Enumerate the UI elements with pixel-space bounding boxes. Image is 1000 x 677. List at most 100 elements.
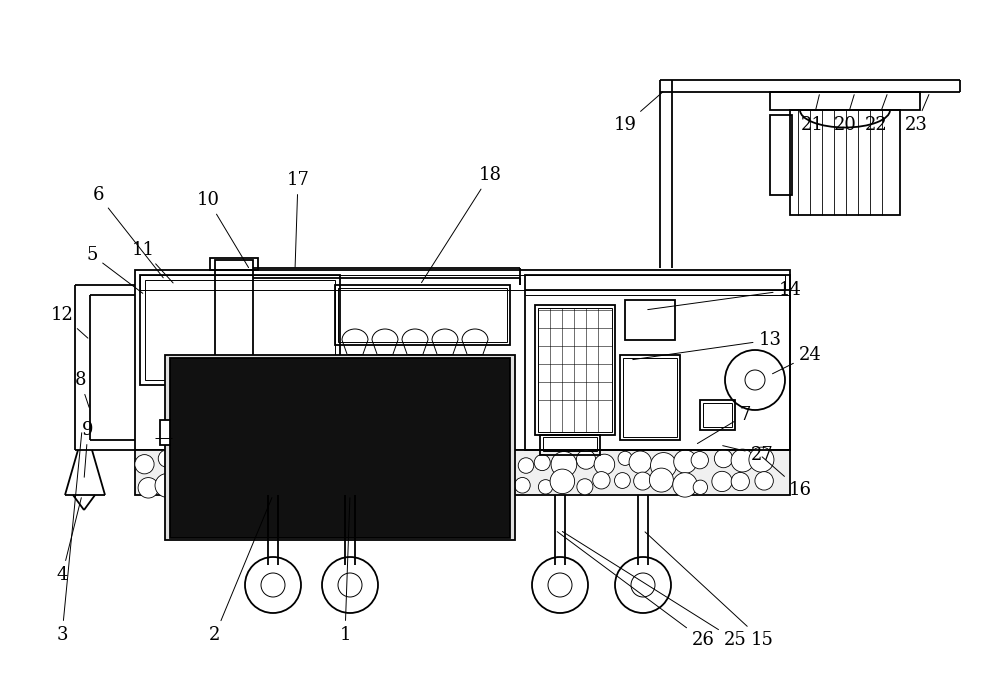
Bar [145, 280, 335, 380]
Circle shape [674, 450, 697, 473]
Circle shape [393, 472, 416, 496]
Bar [135, 270, 790, 450]
Bar [625, 300, 675, 340]
Circle shape [179, 472, 199, 492]
Bar [540, 435, 600, 455]
Circle shape [318, 450, 333, 466]
Text: 11: 11 [132, 241, 173, 283]
Text: 10: 10 [196, 191, 249, 267]
Circle shape [651, 452, 676, 479]
Circle shape [615, 557, 671, 613]
Circle shape [755, 472, 773, 490]
Circle shape [199, 447, 220, 468]
Bar [335, 285, 510, 345]
Text: 5: 5 [86, 246, 143, 293]
Bar [215, 260, 253, 375]
Circle shape [338, 573, 362, 597]
Circle shape [749, 447, 774, 472]
Circle shape [376, 472, 394, 490]
Circle shape [245, 557, 301, 613]
Circle shape [673, 473, 697, 497]
Text: 22: 22 [865, 95, 887, 134]
Circle shape [135, 455, 154, 474]
Circle shape [518, 458, 534, 473]
Circle shape [155, 474, 179, 497]
Text: 27: 27 [723, 445, 773, 464]
Circle shape [693, 480, 708, 494]
Circle shape [577, 479, 593, 495]
Circle shape [275, 471, 300, 496]
Circle shape [415, 476, 438, 498]
Circle shape [712, 471, 732, 492]
Bar [140, 275, 785, 290]
Circle shape [256, 475, 274, 493]
Circle shape [316, 473, 338, 496]
Circle shape [261, 573, 285, 597]
Circle shape [629, 451, 651, 473]
Circle shape [576, 450, 596, 469]
Circle shape [373, 450, 395, 473]
Text: 21: 21 [801, 95, 823, 134]
Bar [535, 305, 615, 435]
Text: 19: 19 [614, 92, 663, 134]
Bar [135, 450, 790, 495]
Text: 6: 6 [92, 186, 163, 278]
Circle shape [714, 450, 733, 468]
Circle shape [456, 471, 475, 489]
Circle shape [618, 452, 632, 465]
Circle shape [138, 477, 159, 498]
Text: 8: 8 [74, 371, 89, 408]
Bar [543, 437, 597, 451]
Circle shape [631, 573, 655, 597]
Circle shape [725, 350, 785, 410]
Circle shape [219, 449, 239, 469]
Circle shape [532, 557, 588, 613]
Circle shape [634, 472, 652, 490]
Text: 23: 23 [905, 95, 929, 134]
Circle shape [458, 456, 474, 472]
Circle shape [336, 477, 353, 493]
Bar [160, 420, 170, 445]
Circle shape [615, 473, 630, 488]
Circle shape [439, 458, 454, 473]
Bar [525, 275, 790, 450]
Circle shape [257, 450, 278, 471]
Circle shape [158, 450, 175, 467]
Circle shape [294, 454, 313, 473]
Text: 17: 17 [287, 171, 309, 267]
Circle shape [341, 456, 355, 471]
Circle shape [551, 452, 577, 477]
Circle shape [199, 472, 220, 492]
Circle shape [534, 454, 550, 471]
Text: 26: 26 [557, 531, 714, 649]
Bar [140, 275, 340, 385]
Circle shape [548, 573, 572, 597]
Bar [623, 358, 677, 437]
Bar [170, 358, 510, 538]
Circle shape [474, 475, 497, 498]
Bar [165, 355, 515, 540]
Text: 13: 13 [633, 331, 782, 359]
Circle shape [356, 454, 380, 478]
Text: 3: 3 [56, 433, 82, 644]
Text: 20: 20 [834, 95, 856, 134]
Bar [770, 115, 792, 195]
Text: 24: 24 [772, 346, 821, 374]
Circle shape [235, 453, 254, 471]
Circle shape [649, 468, 673, 492]
Bar [703, 403, 732, 427]
Circle shape [550, 469, 575, 494]
Text: 14: 14 [648, 281, 801, 309]
Circle shape [177, 450, 195, 467]
Text: 2: 2 [209, 498, 272, 644]
Text: 4: 4 [56, 498, 81, 584]
Bar [538, 308, 612, 432]
Circle shape [491, 452, 511, 471]
Circle shape [476, 451, 497, 472]
Text: 25: 25 [562, 531, 746, 649]
Text: 12: 12 [51, 306, 88, 338]
Circle shape [593, 472, 610, 489]
Bar [770, 92, 920, 110]
Circle shape [538, 479, 553, 494]
Circle shape [594, 454, 615, 475]
